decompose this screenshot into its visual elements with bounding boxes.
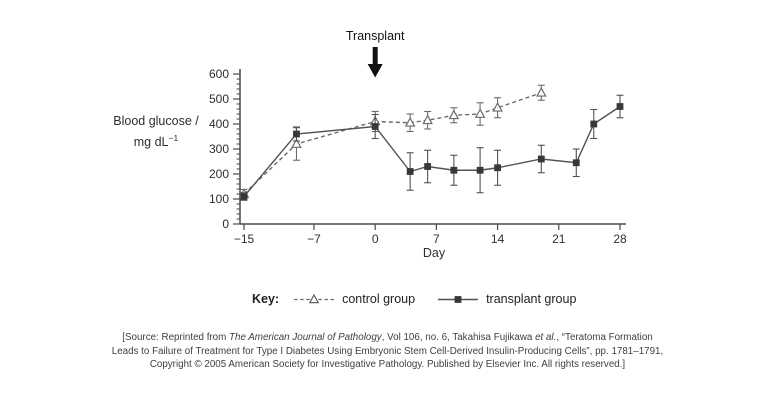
data-point-triangle bbox=[404, 116, 416, 127]
transplant-annotation: Transplant bbox=[346, 29, 405, 78]
x-tick-label: 21 bbox=[552, 232, 566, 246]
y-axis-label-line1: Blood glucose / bbox=[113, 114, 199, 128]
key-title: Key: bbox=[252, 292, 280, 306]
y-tick-label: 600 bbox=[209, 67, 229, 81]
data-point-triangle bbox=[474, 108, 486, 118]
x-tick-label: 28 bbox=[613, 232, 627, 246]
source-line-2: Leads to Failure of Treatment for Type I… bbox=[111, 345, 664, 357]
y-tick-label: 200 bbox=[209, 167, 229, 181]
source-note: [Source: Reprinted from The American Jou… bbox=[0, 331, 775, 372]
data-point-triangle bbox=[492, 101, 503, 112]
key-item-label: transplant group bbox=[486, 292, 577, 306]
data-point-square bbox=[590, 120, 598, 128]
data-point-triangle bbox=[535, 86, 547, 97]
key-item-control: control group bbox=[293, 292, 415, 306]
y-tick-label: 400 bbox=[209, 117, 229, 131]
down-arrow-icon bbox=[372, 47, 378, 64]
data-point-triangle bbox=[448, 109, 460, 120]
key-row: Key: control group transplant group bbox=[252, 292, 598, 306]
x-axis-label: Day bbox=[422, 246, 446, 260]
transplant-group-marker-icon bbox=[438, 296, 479, 303]
series-control-group bbox=[238, 84, 547, 200]
data-point-square bbox=[537, 155, 545, 163]
down-arrow-icon bbox=[367, 64, 383, 78]
y-axis-unit-superscript: −1 bbox=[168, 133, 179, 143]
y-axis-label-line2: mg dL−1 bbox=[133, 133, 179, 150]
y-axis: 600 500 400 300 200 100 0 bbox=[209, 67, 241, 231]
data-point-square bbox=[572, 159, 580, 167]
data-point-square bbox=[293, 130, 300, 138]
source-line-1: [Source: Reprinted from The American Jou… bbox=[122, 332, 653, 343]
blood-glucose-chart: 600 500 400 300 200 100 0 −15 −7 0 7 14 21 28 Transpla… bbox=[209, 29, 627, 246]
y-tick-label: 100 bbox=[209, 192, 229, 206]
data-point-square bbox=[450, 166, 458, 174]
data-point-square bbox=[476, 166, 484, 174]
y-axis-label: Blood glucose / mg dL−1 bbox=[95, 113, 217, 151]
y-tick-label: 0 bbox=[222, 217, 229, 231]
x-axis: −15 −7 0 7 14 21 28 bbox=[234, 223, 627, 246]
key-item-transplant: transplant group bbox=[437, 292, 576, 306]
data-point-square bbox=[494, 164, 501, 172]
data-point-square bbox=[616, 103, 624, 110]
source-line-3: Copyright © 2005 American Society for In… bbox=[149, 359, 626, 370]
series-transplant-group bbox=[240, 94, 624, 201]
data-point-square bbox=[424, 163, 432, 170]
x-tick-label: 0 bbox=[372, 232, 379, 246]
data-point-triangle bbox=[422, 114, 433, 125]
x-tick-label: 7 bbox=[433, 232, 440, 246]
key-item-label: control group bbox=[342, 292, 416, 306]
control-group-marker-icon bbox=[294, 293, 335, 304]
data-point-triangle bbox=[291, 138, 302, 148]
y-tick-label: 300 bbox=[209, 142, 229, 156]
x-tick-label: −7 bbox=[307, 232, 321, 246]
x-tick-label: −15 bbox=[234, 232, 255, 246]
x-tick-label: 14 bbox=[491, 232, 505, 246]
annotation-label: Transplant bbox=[346, 29, 405, 43]
data-point-square bbox=[371, 123, 379, 130]
y-tick-label: 500 bbox=[209, 92, 229, 106]
data-point-square bbox=[240, 193, 248, 200]
data-point-square bbox=[406, 168, 414, 175]
series-line bbox=[243, 105, 621, 197]
